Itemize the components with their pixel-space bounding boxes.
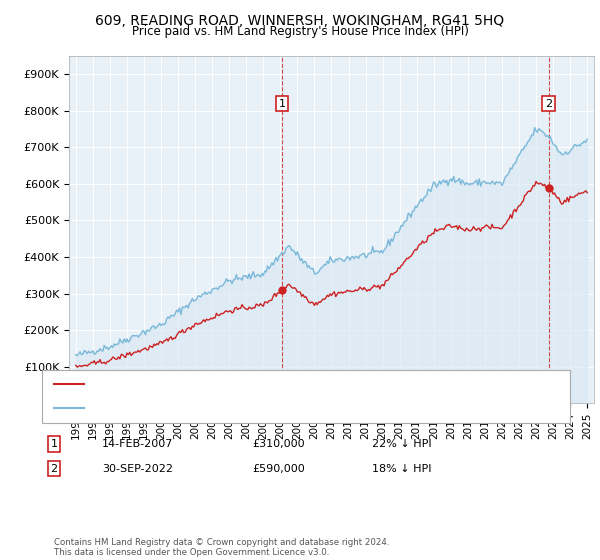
Text: £310,000: £310,000 [252,439,305,449]
Text: 609, READING ROAD, WINNERSH, WOKINGHAM, RG41 5HQ (detached house): 609, READING ROAD, WINNERSH, WOKINGHAM, … [93,380,494,390]
Text: 2: 2 [545,99,553,109]
Text: Price paid vs. HM Land Registry's House Price Index (HPI): Price paid vs. HM Land Registry's House … [131,25,469,38]
Text: 1: 1 [278,99,286,109]
Text: 18% ↓ HPI: 18% ↓ HPI [372,464,431,474]
Text: Contains HM Land Registry data © Crown copyright and database right 2024.
This d: Contains HM Land Registry data © Crown c… [54,538,389,557]
Text: 30-SEP-2022: 30-SEP-2022 [102,464,173,474]
Text: 1: 1 [50,439,58,449]
Text: 22% ↓ HPI: 22% ↓ HPI [372,439,431,449]
Text: HPI: Average price, detached house, Wokingham: HPI: Average price, detached house, Woki… [93,403,347,413]
Text: 2: 2 [50,464,58,474]
Text: 609, READING ROAD, WINNERSH, WOKINGHAM, RG41 5HQ: 609, READING ROAD, WINNERSH, WOKINGHAM, … [95,14,505,28]
Text: £590,000: £590,000 [252,464,305,474]
Text: 14-FEB-2007: 14-FEB-2007 [102,439,173,449]
